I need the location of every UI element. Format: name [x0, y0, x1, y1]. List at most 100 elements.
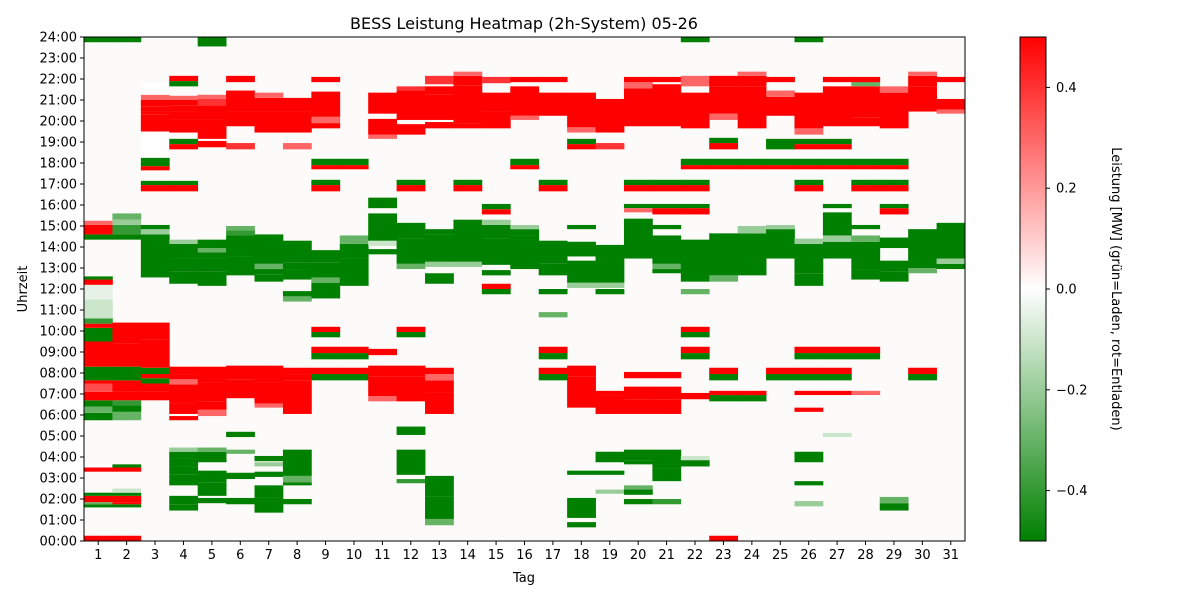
- colorbar-tick-label: −0.4: [1056, 484, 1088, 499]
- heatmap-cell: [737, 71, 767, 76]
- heatmap-cell: [339, 353, 369, 360]
- x-tick-label: 20: [630, 548, 647, 563]
- heatmap-cell: [112, 495, 142, 503]
- heatmap-cell: [538, 92, 568, 116]
- heatmap-cell: [197, 252, 227, 259]
- heatmap-cell: [84, 220, 113, 225]
- heatmap-cell: [396, 332, 426, 338]
- chart-title: BESS Leistung Heatmap (2h-System) 05-26: [350, 14, 698, 33]
- heatmap-cell: [169, 451, 199, 459]
- heatmap-cell: [510, 76, 540, 83]
- heatmap-cell: [425, 94, 454, 120]
- heatmap-cell: [794, 185, 824, 192]
- heatmap-cell: [794, 451, 824, 463]
- heatmap-cell: [254, 234, 284, 264]
- heatmap-cell: [84, 406, 113, 413]
- heatmap-cell: [737, 226, 767, 234]
- heatmap-cell: [140, 157, 170, 162]
- heatmap-cell: [481, 76, 511, 84]
- heatmap-cell: [908, 71, 937, 76]
- heatmap-cell: [84, 412, 113, 421]
- heatmap-cell: [425, 261, 454, 267]
- heatmap-cell: [766, 374, 795, 381]
- heatmap-cell: [226, 379, 255, 399]
- heatmap-cell: [908, 75, 937, 87]
- heatmap-cell: [652, 76, 682, 83]
- heatmap-cell: [822, 203, 852, 209]
- heatmap-cell: [822, 158, 852, 166]
- heatmap-cell: [766, 229, 795, 259]
- x-tick-label: 6: [236, 548, 244, 563]
- heatmap-cell: [680, 239, 710, 282]
- heatmap-cell: [567, 497, 596, 518]
- heatmap-cell: [766, 96, 795, 116]
- heatmap-cell: [737, 395, 767, 402]
- x-tick-label: 12: [403, 548, 420, 563]
- y-tick-label: 19:00: [40, 136, 77, 151]
- heatmap-cell: [709, 143, 739, 150]
- heatmap-cell: [879, 496, 909, 504]
- heatmap-cell: [794, 367, 824, 375]
- x-tick-label: 8: [293, 548, 301, 563]
- heatmap-cell: [595, 289, 625, 295]
- heatmap-cell: [567, 144, 596, 150]
- heatmap-cell: [396, 238, 426, 264]
- x-tick-label: 3: [151, 548, 159, 563]
- heatmap-cell: [368, 134, 398, 139]
- heatmap-cell: [538, 374, 568, 381]
- heatmap-cell: [254, 373, 284, 383]
- heatmap-cell: [822, 353, 852, 360]
- heatmap-cell: [140, 161, 170, 167]
- heatmap-cell: [84, 318, 113, 324]
- heatmap-cell: [879, 271, 909, 282]
- heatmap-cell: [851, 117, 881, 127]
- heatmap-cell: [140, 82, 170, 95]
- heatmap-cell: [169, 258, 199, 272]
- y-tick-label: 17:00: [40, 178, 77, 193]
- heatmap-cell: [169, 105, 199, 112]
- heatmap-cell: [84, 366, 113, 381]
- heatmap-cell: [226, 472, 255, 480]
- heatmap-cell: [169, 95, 199, 100]
- heatmap-cell: [794, 37, 824, 43]
- heatmap-cell: [169, 75, 199, 82]
- heatmap-cell: [169, 379, 199, 385]
- heatmap-cell: [453, 219, 483, 237]
- y-tick-label: 07:00: [40, 388, 77, 403]
- heatmap-cell: [396, 124, 426, 135]
- heatmap-cell: [84, 279, 113, 285]
- heatmap-cell: [567, 470, 596, 475]
- heatmap-cell: [197, 140, 227, 148]
- x-tick-label: 29: [886, 548, 903, 563]
- y-tick-label: 21:00: [40, 94, 77, 109]
- heatmap-cell: [737, 86, 767, 129]
- y-tick-label: 05:00: [40, 430, 77, 445]
- heatmap-cell: [197, 497, 227, 504]
- heatmap-cell: [425, 86, 454, 95]
- heatmap-cell: [368, 396, 398, 402]
- heatmap-cell: [425, 367, 454, 375]
- heatmap-cell: [396, 479, 426, 484]
- heatmap-cell: [623, 218, 653, 259]
- heatmap-cell: [368, 118, 398, 135]
- heatmap-cell: [84, 327, 113, 342]
- heatmap-cell: [595, 451, 625, 463]
- heatmap-cell: [140, 153, 170, 158]
- heatmap-cell: [197, 451, 227, 463]
- heatmap-cell: [680, 332, 710, 338]
- heatmap-cell: [226, 100, 255, 112]
- y-axis-label: Uhrzeit: [16, 266, 31, 313]
- heatmap-cell: [481, 209, 511, 215]
- x-tick-label: 10: [346, 548, 363, 563]
- heatmap-cell: [623, 386, 653, 400]
- y-axis-ticks: 00:00 01:00 02:00 03:00 04:00 05:00 06:00 07:00…: [40, 31, 84, 550]
- heatmap-cell: [396, 86, 426, 91]
- heatmap-cell: [623, 76, 653, 83]
- heatmap-cell: [282, 97, 312, 112]
- heatmap-cell: [538, 367, 568, 375]
- heatmap-cell: [112, 411, 142, 421]
- heatmap-cell: [169, 180, 199, 186]
- heatmap-cell: [169, 458, 199, 467]
- heatmap-cell: [282, 143, 312, 150]
- heatmap-cell: [282, 449, 312, 476]
